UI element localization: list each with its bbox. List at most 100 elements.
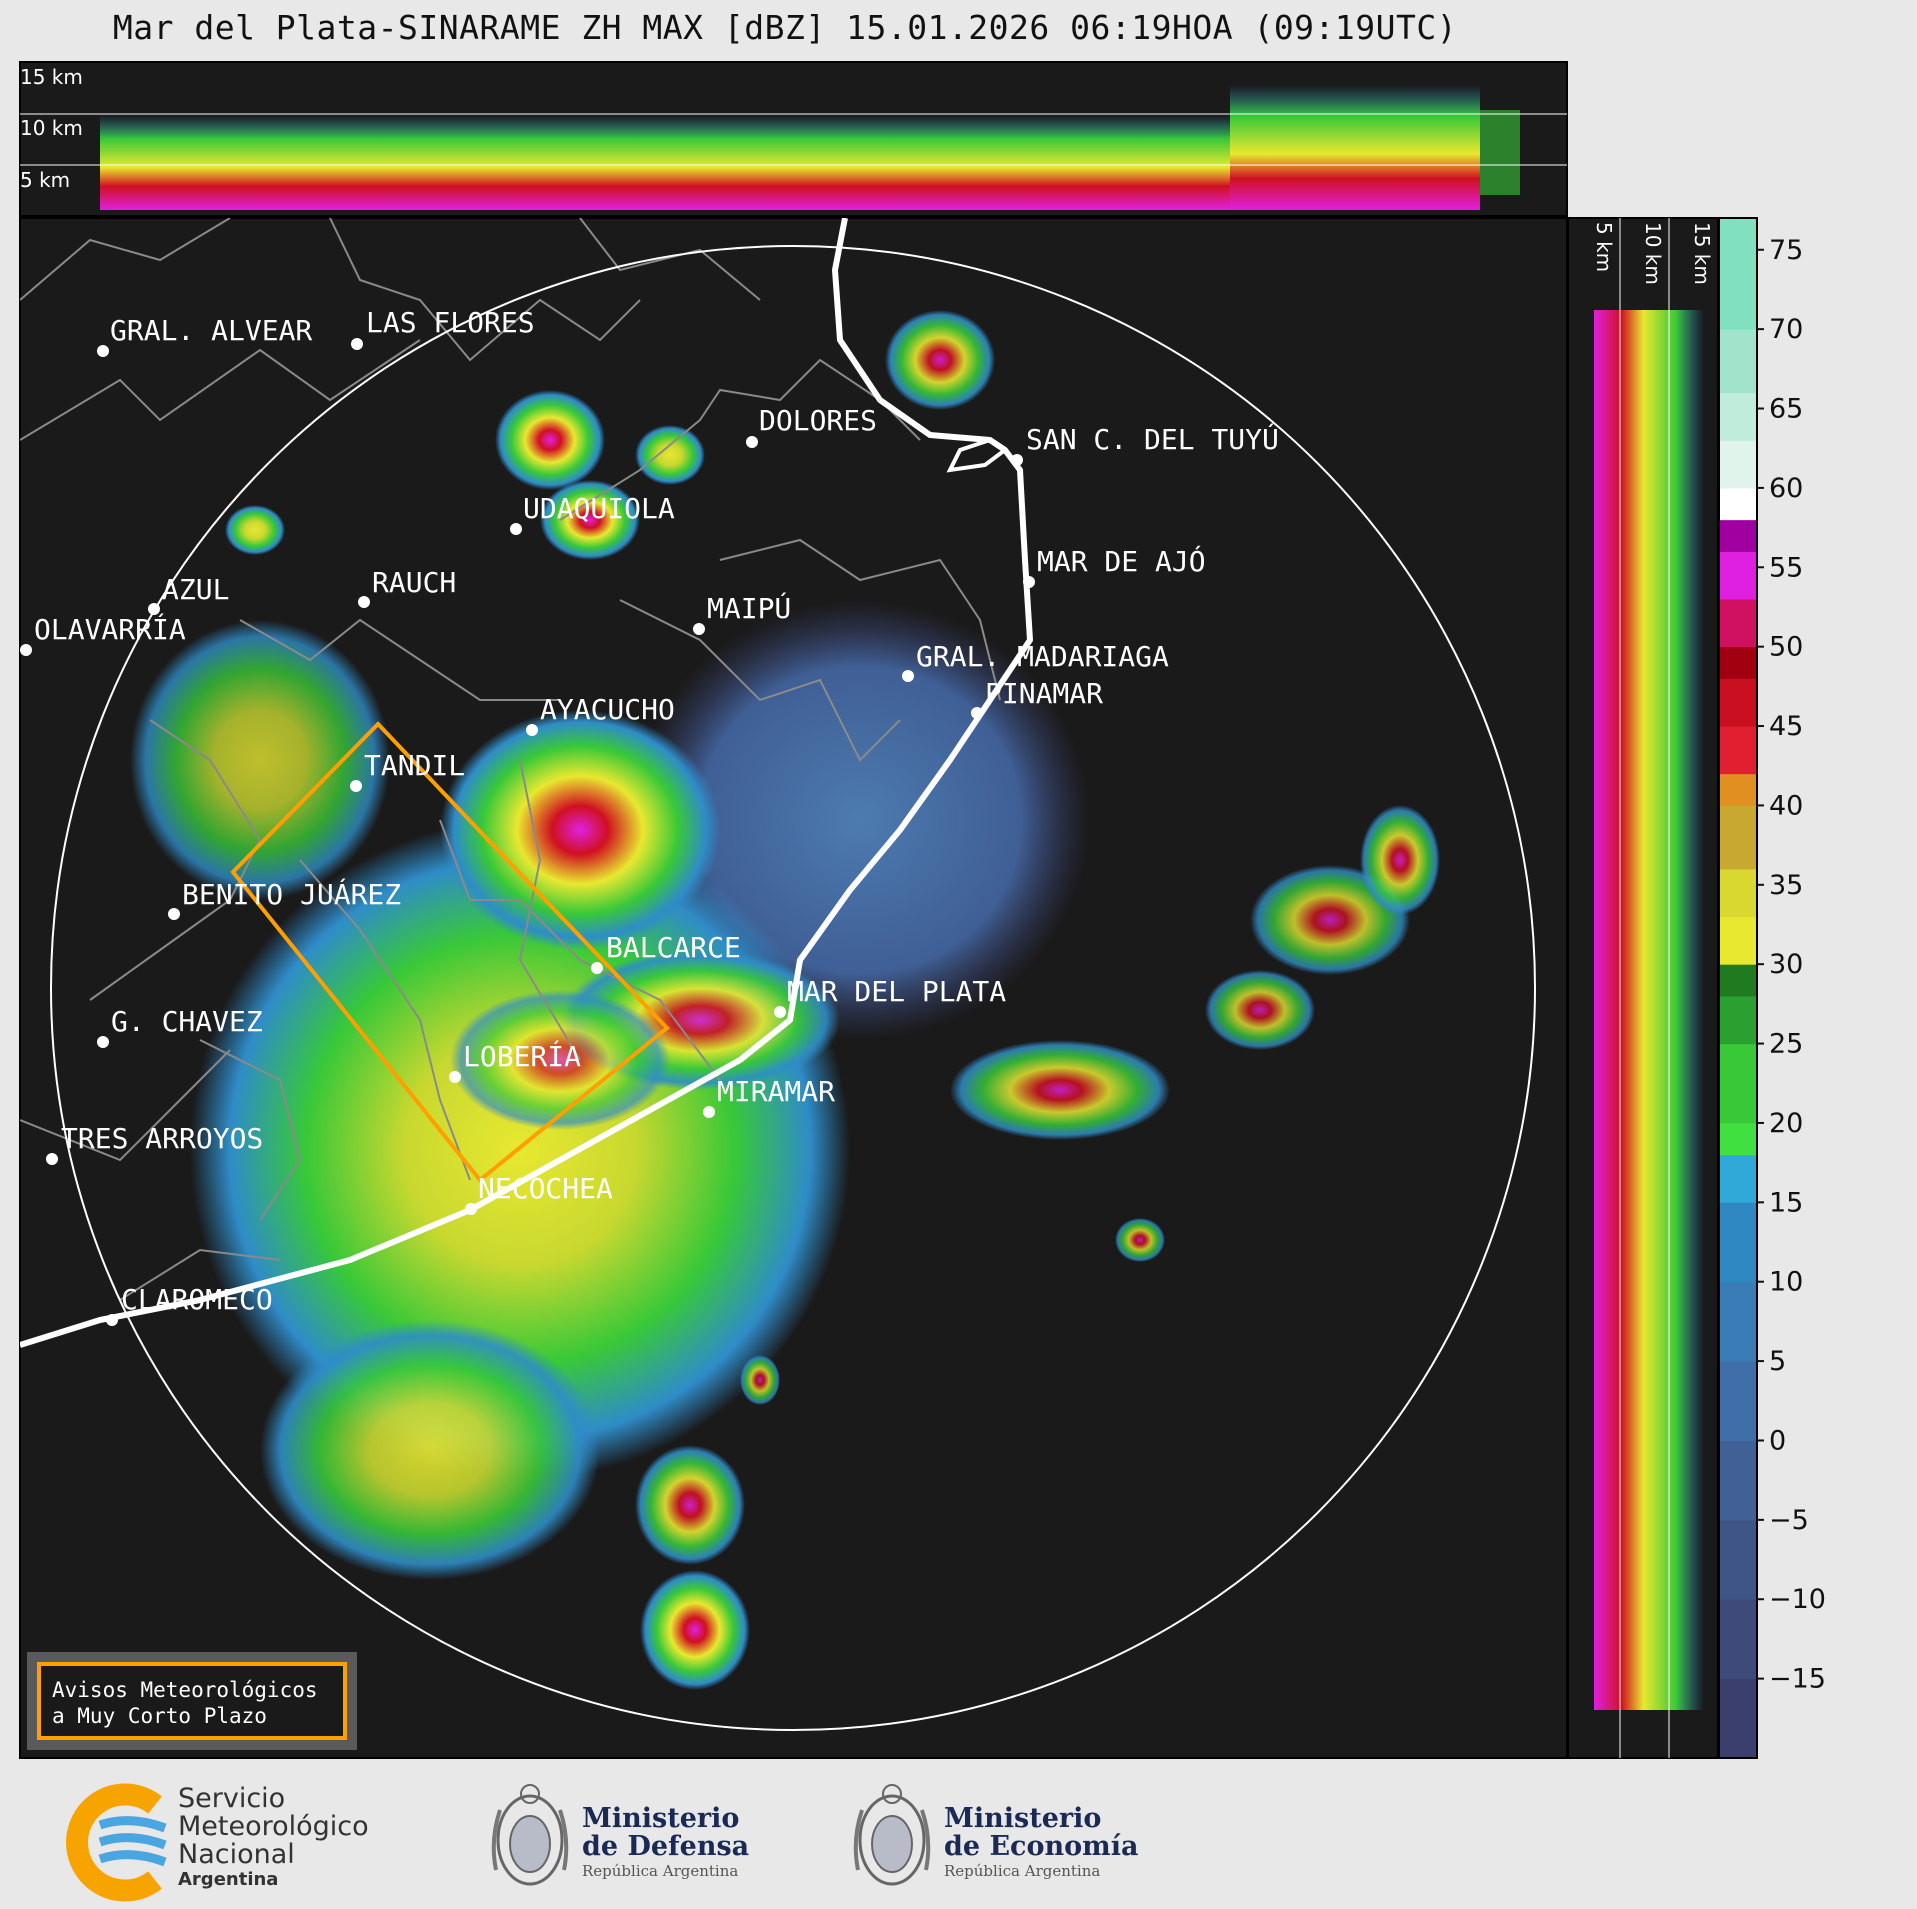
svg-text:AYACUCHO: AYACUCHO — [540, 693, 675, 726]
colorbar-band — [1719, 646, 1757, 679]
colorbar-tick-label: 50 — [1769, 632, 1803, 663]
colorbar-tick-label: −5 — [1769, 1505, 1809, 1536]
city-balcarce: BALCARCE — [591, 931, 741, 974]
svg-text:BALCARCE: BALCARCE — [606, 931, 741, 964]
colorbar-tick-label: 0 — [1769, 1425, 1786, 1456]
colorbar-tick-label: 55 — [1769, 552, 1803, 583]
svg-text:MAR DEL PLATA: MAR DEL PLATA — [787, 975, 1006, 1008]
footer: Servicio Meteorológico Nacional Argentin… — [0, 1770, 1917, 1909]
colorbar-band — [1719, 868, 1757, 918]
svg-text:NECOCHEA: NECOCHEA — [478, 1172, 613, 1205]
city-necochea: NECOCHEA — [465, 1172, 613, 1215]
defensa-logo-text: Ministerio de Defensa República Argentin… — [582, 1803, 750, 1881]
colorbar-tick-label: 30 — [1769, 949, 1803, 980]
city-san-c-del-tuyu: SAN C. DEL TUYÚ — [1011, 422, 1279, 466]
colorbar-band — [1719, 916, 1757, 965]
colorbar-band — [1719, 726, 1757, 775]
city-rauch: RAUCH — [358, 566, 456, 608]
colorbar-tick-label: 65 — [1769, 394, 1803, 425]
city-mar-de-ajo: MAR DE AJÓ — [1023, 544, 1206, 588]
top-label-15km: 15 km — [20, 65, 83, 89]
city-olavarria: OLAVARRÍA — [20, 612, 186, 656]
colorbar-tick-label: 20 — [1769, 1108, 1803, 1139]
svg-text:PINAMAR: PINAMAR — [985, 677, 1103, 710]
right-label-10km: 10 km — [1641, 222, 1665, 285]
colorbar-band — [1719, 1154, 1757, 1203]
city-las-flores: LAS FLORES — [351, 306, 535, 350]
svg-text:DOLORES: DOLORES — [759, 404, 877, 437]
radar-figure: 15 km 10 km 5 km — [19, 61, 1826, 1759]
city-dolores: DOLORES — [746, 404, 877, 448]
colorbar-band — [1719, 1043, 1757, 1124]
colorbar-band — [1719, 1678, 1757, 1759]
right-label-15km: 15 km — [1690, 222, 1714, 285]
smn-logo-icon — [66, 1783, 167, 1902]
svg-text:GRAL. MADARIAGA: GRAL. MADARIAGA — [916, 640, 1169, 673]
city-g-chavez: G. CHAVEZ — [97, 1005, 263, 1048]
svg-text:BENITO JUÁREZ: BENITO JUÁREZ — [182, 877, 401, 911]
colorbar-tick-label: 25 — [1769, 1029, 1803, 1060]
dbz-colorbar — [1718, 217, 1758, 1759]
city-gral-madariaga: GRAL. MADARIAGA — [902, 640, 1169, 682]
top-label-5km: 5 km — [20, 168, 70, 192]
svg-text:TRES ARROYOS: TRES ARROYOS — [61, 1122, 263, 1155]
right-cross-section-panel: 5 km 10 km 15 km — [1567, 217, 1719, 1759]
city-pinamar: PINAMAR — [971, 677, 1103, 719]
svg-text:AZUL: AZUL — [162, 573, 229, 606]
economia-logo-text: Ministerio de Economía República Argenti… — [944, 1803, 1139, 1881]
colorbar-tick-label: 10 — [1769, 1267, 1803, 1298]
map-title: Mar del Plata-SINARAME ZH MAX [dBZ] 15.0… — [112, 8, 1458, 47]
svg-text:MIRAMAR: MIRAMAR — [717, 1075, 835, 1108]
city-markers: GRAL. ALVEAR LAS FLORES DOLORES SAN C. D… — [20, 306, 1279, 1326]
radar-range-ring — [50, 245, 1536, 1731]
top-cross-section-panel: 15 km 10 km 5 km — [19, 61, 1568, 217]
colorbar-tick-label: 5 — [1769, 1346, 1786, 1377]
economia-seal-icon — [853, 1784, 931, 1886]
warning-box-line2: a Muy Corto Plazo — [52, 1704, 267, 1728]
colorbar-band — [1719, 1281, 1757, 1362]
svg-text:RAUCH: RAUCH — [372, 566, 456, 599]
city-tandil: TANDIL — [350, 749, 465, 792]
warning-box-line1: Avisos Meteorológicos — [52, 1678, 318, 1702]
colorbar-band — [1719, 1202, 1757, 1283]
right-label-5km: 5 km — [1592, 222, 1616, 272]
svg-text:MAR DE AJÓ: MAR DE AJÓ — [1037, 544, 1206, 578]
colorbar-band — [1719, 392, 1757, 441]
svg-text:OLAVARRÍA: OLAVARRÍA — [34, 612, 186, 646]
colorbar-band — [1719, 678, 1757, 727]
svg-text:UDAQUIOLA: UDAQUIOLA — [523, 492, 675, 525]
warning-box[interactable]: Avisos Meteorológicos a Muy Corto Plazo — [27, 1652, 357, 1750]
colorbar-tick-label: 75 — [1769, 235, 1803, 266]
city-gral-alvear: GRAL. ALVEAR — [97, 314, 312, 357]
city-maipu: MAIPÚ — [693, 591, 791, 635]
top-section-echo-east — [1230, 85, 1480, 210]
smn-logo-text: Servicio Meteorológico Nacional Argentin… — [178, 1783, 369, 1891]
city-benito-juarez: BENITO JUÁREZ — [168, 877, 401, 920]
radar-map-panel: GRAL. ALVEAR LAS FLORES DOLORES SAN C. D… — [19, 217, 1568, 1759]
colorbar-tick-label: −10 — [1769, 1584, 1826, 1615]
right-section-echo — [1594, 310, 1704, 1710]
colorbar-tick-label: 70 — [1769, 314, 1803, 345]
city-claromeco: CLAROMECO — [106, 1283, 273, 1326]
svg-text:LOBERÍA: LOBERÍA — [463, 1039, 581, 1073]
svg-text:MAIPÚ: MAIPÚ — [707, 591, 791, 625]
svg-text:GRAL. ALVEAR: GRAL. ALVEAR — [110, 314, 312, 347]
colorbar-band — [1719, 218, 1757, 330]
colorbar-band — [1719, 995, 1757, 1045]
city-miramar: MIRAMAR — [703, 1075, 835, 1118]
svg-text:SAN C. DEL TUYÚ: SAN C. DEL TUYÚ — [1026, 422, 1279, 456]
colorbar-tick-label: 45 — [1769, 711, 1803, 742]
svg-text:TANDIL: TANDIL — [364, 749, 465, 782]
district-boundaries — [20, 218, 1001, 1301]
colorbar-band — [1719, 487, 1757, 521]
colorbar-tick-label: −15 — [1769, 1664, 1826, 1695]
colorbar-band — [1719, 329, 1757, 394]
colorbar-band — [1719, 1519, 1757, 1600]
colorbar-band — [1719, 1440, 1757, 1521]
colorbar-band — [1719, 773, 1757, 806]
top-label-10km: 10 km — [20, 116, 83, 140]
city-mar-del-plata: MAR DEL PLATA — [774, 975, 1006, 1018]
colorbar-band — [1719, 964, 1757, 997]
svg-text:LAS FLORES: LAS FLORES — [366, 306, 535, 339]
